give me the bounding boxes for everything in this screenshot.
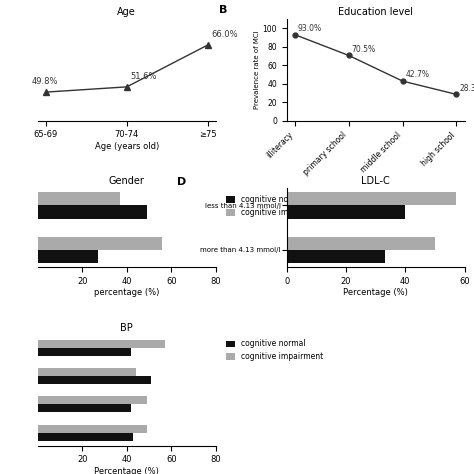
Bar (287, 237, 435, 250)
Text: 28.3%: 28.3% (459, 83, 474, 92)
Text: 70.5%: 70.5% (351, 45, 375, 54)
Bar (38, 348, 131, 356)
Bar (38, 376, 151, 384)
X-axis label: percentage (%): percentage (%) (94, 288, 159, 297)
Bar (38, 192, 120, 205)
Bar (38, 433, 134, 440)
Bar (38, 205, 147, 219)
Bar (287, 205, 405, 219)
Bar (287, 250, 384, 264)
Bar (38, 340, 164, 348)
Legend: cognitive normal, cognitive impairment: cognitive normal, cognitive impairment (223, 337, 327, 365)
Bar (38, 396, 147, 404)
Bar (38, 425, 147, 433)
Bar (38, 368, 136, 376)
Text: 93.0%: 93.0% (298, 24, 322, 33)
Text: 42.7%: 42.7% (405, 70, 429, 79)
Text: 51.6%: 51.6% (131, 72, 157, 81)
X-axis label: Percentage (%): Percentage (%) (343, 288, 408, 297)
Bar (38, 404, 131, 412)
Text: B: B (219, 5, 228, 15)
Title: BP: BP (120, 323, 133, 333)
Title: Age: Age (118, 7, 136, 17)
Title: Gender: Gender (109, 176, 145, 186)
Text: D: D (176, 177, 186, 187)
X-axis label: Age (years old): Age (years old) (95, 142, 159, 151)
Legend: cognitive normal, cognitive impairment: cognitive normal, cognitive impairment (223, 192, 327, 220)
Legend: cogni
normal, cogni
impair: cogni normal, cogni impair (471, 191, 474, 221)
Bar (38, 250, 98, 264)
Title: Education level: Education level (338, 7, 413, 17)
Bar (287, 192, 456, 205)
Bar (38, 237, 162, 250)
Text: 66.0%: 66.0% (211, 30, 238, 39)
X-axis label: Percentage (%): Percentage (%) (94, 467, 159, 474)
Title: LDL-C: LDL-C (361, 176, 390, 186)
Text: 49.8%: 49.8% (31, 77, 58, 86)
Y-axis label: Prevalence rate of MCI: Prevalence rate of MCI (254, 30, 260, 109)
